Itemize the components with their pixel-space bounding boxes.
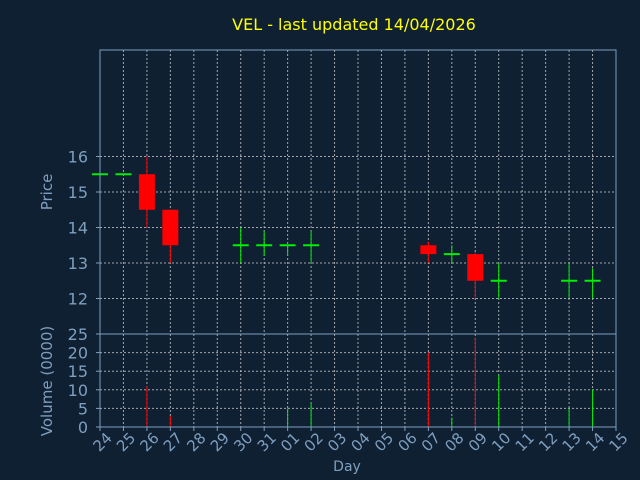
x-tick-label: 31: [254, 429, 280, 455]
x-tick-label: 01: [277, 429, 303, 455]
price-tick-label: 12: [68, 290, 88, 309]
volume-tick-label: 15: [68, 362, 88, 381]
price-grid: [100, 50, 616, 334]
price-tick-label: 13: [68, 254, 88, 273]
volume-bars: [146, 337, 594, 427]
x-tick-label: 14: [582, 429, 608, 455]
x-tick-label: 25: [113, 429, 139, 455]
x-tick-label: 29: [207, 429, 233, 455]
x-tick-label: 04: [348, 429, 374, 455]
x-tick-label: 02: [301, 429, 327, 455]
price-axis-label: Price: [38, 174, 56, 211]
x-tick-label: 08: [441, 429, 467, 455]
x-tick-label: 05: [371, 429, 397, 455]
candle-body: [138, 174, 155, 210]
volume-tick-label: 0: [78, 418, 88, 437]
x-tick-label: 26: [136, 429, 162, 455]
volume-tick-label: 20: [68, 344, 88, 363]
candle-body: [467, 254, 484, 281]
volume-axis-label: Volume (0000): [38, 326, 56, 436]
price-tick-label: 16: [68, 148, 88, 167]
price-tick-label: 15: [68, 183, 88, 202]
candle-body: [162, 209, 179, 246]
chart-title: VEL - last updated 14/04/2026: [232, 15, 476, 34]
x-axis-label: Day: [333, 459, 361, 475]
candles: [92, 156, 601, 299]
x-tick-label: 10: [488, 429, 514, 455]
volume-tick-label: 5: [78, 399, 88, 418]
volume-tick-label: 10: [68, 381, 88, 400]
x-tick-label: 27: [160, 429, 186, 455]
x-tick-label: 13: [559, 429, 585, 455]
price-y-ticks: 12 13 14 15 16: [68, 148, 100, 309]
x-tick-label: 07: [418, 429, 444, 455]
x-ticks: 2425262728293031010203040506070809101112…: [90, 427, 632, 455]
x-tick-label: 12: [535, 429, 561, 455]
x-tick-label: 30: [230, 429, 256, 455]
volume-grid: [100, 334, 616, 427]
volume-tick-label: 25: [68, 325, 88, 344]
x-tick-label: 28: [183, 429, 209, 455]
x-tick-label: 15: [606, 429, 632, 455]
x-tick-label: 09: [465, 429, 491, 455]
x-tick-label: 06: [394, 429, 420, 455]
x-tick-label: 03: [324, 429, 350, 455]
x-tick-label: 11: [512, 429, 538, 455]
x-tick-label: 24: [90, 429, 116, 455]
price-tick-label: 14: [68, 219, 88, 238]
candle-body: [420, 245, 437, 255]
volume-panel-frame: [99, 333, 617, 428]
